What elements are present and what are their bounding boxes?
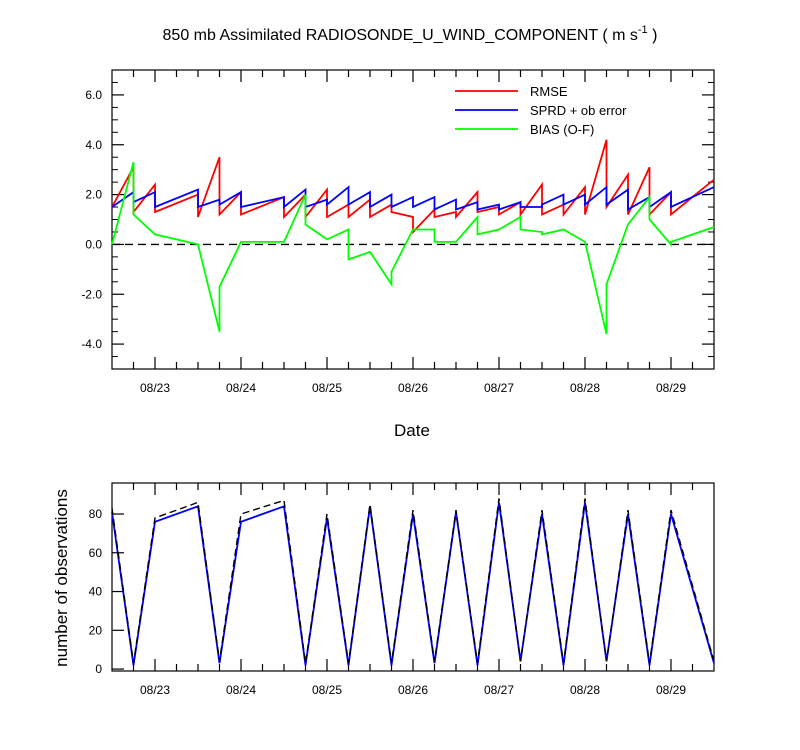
y-tick-label: 20 <box>89 623 103 637</box>
y-tick-label: 6.0 <box>85 88 102 102</box>
x-tick-label: 08/27 <box>484 683 514 697</box>
x-tick-label: 08/28 <box>570 381 600 395</box>
y-tick-label: -2.0 <box>81 287 102 301</box>
y-tick-label: 80 <box>89 507 103 521</box>
bottom-chart: number of observations 08/23 08/24 08/25 08… <box>52 482 715 697</box>
chart-title-main: 850 mb Assimilated RADIOSONDE_U_WIND_COM… <box>163 27 638 44</box>
chart-title-end: ) <box>648 27 658 44</box>
series-line-bias-o-f <box>111 161 715 335</box>
chart-title: 850 mb Assimilated RADIOSONDE_U_WIND_COM… <box>163 24 658 44</box>
x-tick-label: 08/26 <box>398 381 428 395</box>
x-tick-label: 08/25 <box>312 381 342 395</box>
x-tick-label: 08/23 <box>140 683 170 697</box>
top-chart: 850 mb Assimilated RADIOSONDE_U_WIND_COM… <box>81 24 715 440</box>
legend-label: SPRD + ob error <box>530 103 627 118</box>
series-line-series-1 <box>111 502 715 666</box>
x-tick-label: 08/25 <box>312 683 342 697</box>
x-tick-label: 08/29 <box>656 683 686 697</box>
y-tick-label: 2.0 <box>85 188 102 202</box>
legend-label: BIAS (O-F) <box>530 122 594 137</box>
x-tick-label: 08/27 <box>484 381 514 395</box>
x-tick-label: 08/23 <box>140 381 170 395</box>
series-line-sprd-ob-error <box>111 185 715 212</box>
x-tick-label: 08/29 <box>656 381 686 395</box>
y-tick-label: 4.0 <box>85 138 102 152</box>
y-tick-label: 0 <box>95 662 102 676</box>
chart-title-superscript: -1 <box>638 24 648 36</box>
y-axis-title: number of observations <box>52 489 71 667</box>
y-tick-label: 0.0 <box>85 237 102 251</box>
legend-label: RMSE <box>530 84 568 99</box>
x-tick-label: 08/24 <box>226 683 256 697</box>
y-tick-label: 40 <box>89 585 103 599</box>
y-tick-label: -4.0 <box>81 337 102 351</box>
x-tick-label: 08/24 <box>226 381 256 395</box>
series-line-rmse <box>111 139 715 235</box>
series-line-series-2 <box>111 498 715 664</box>
x-axis-title: Date <box>394 421 430 440</box>
y-tick-label: 60 <box>89 546 103 560</box>
x-tick-label: 08/26 <box>398 683 428 697</box>
x-tick-label: 08/28 <box>570 683 600 697</box>
